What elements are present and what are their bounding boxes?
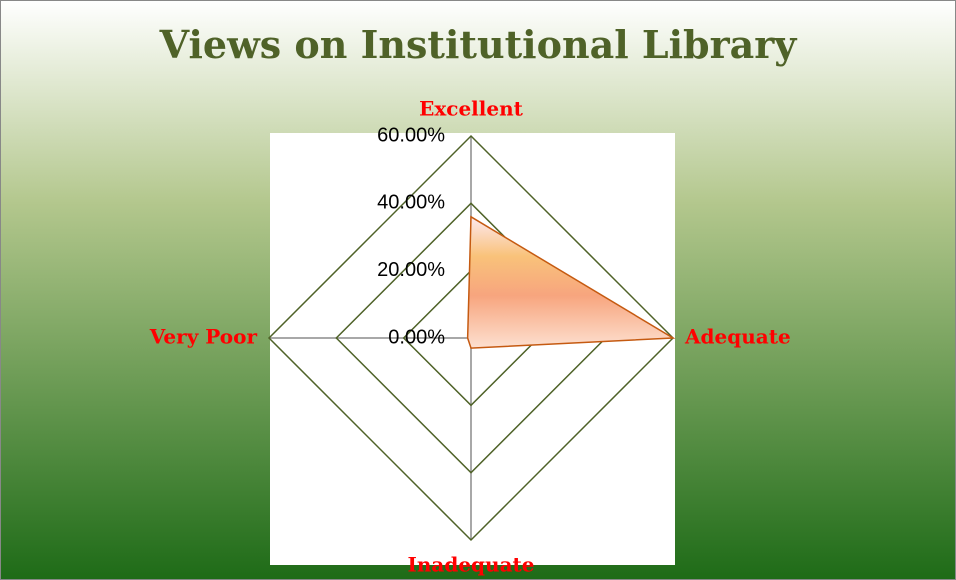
category-label: Very Poor <box>149 325 258 349</box>
plot-area <box>270 133 675 565</box>
category-label: Inadequate <box>407 553 534 577</box>
grid-ring <box>267 134 675 542</box>
category-label: Excellent <box>419 97 524 121</box>
tick-label: 0.00% <box>388 326 445 348</box>
tick-label: 20.00% <box>377 259 445 281</box>
category-label: Adequate <box>684 325 791 349</box>
radar-area <box>466 215 676 349</box>
labels: 0.00% 20.00% 40.00% 60.00% Excellent Adequate… <box>149 97 791 577</box>
chart-title: Views on Institutional Library <box>159 22 798 67</box>
marks <box>466 215 676 349</box>
tick-label: 40.00% <box>377 192 445 214</box>
tick-label: 60.00% <box>377 124 445 146</box>
